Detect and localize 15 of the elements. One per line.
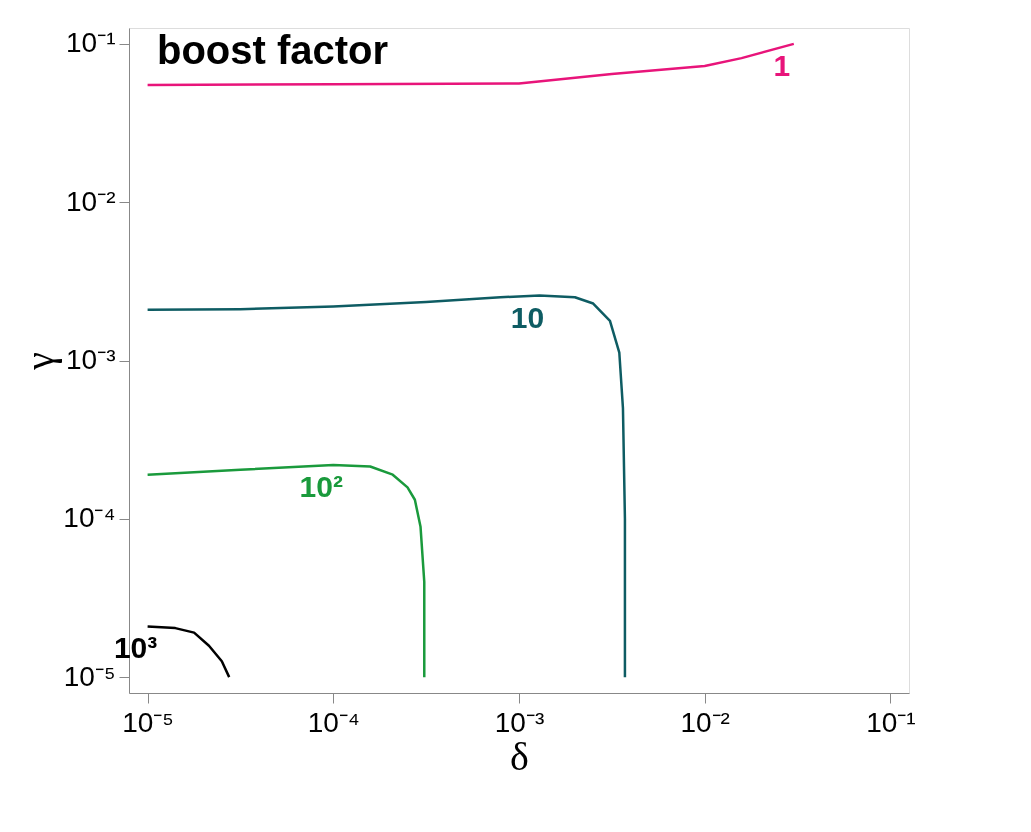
y-tick-label: 10⁻⁴ — [63, 502, 116, 534]
y-tick-label: 10⁻⁵ — [63, 660, 116, 692]
x-tick-label: 10⁻¹ — [866, 706, 916, 738]
y-tick-label: 10⁻² — [66, 185, 116, 217]
series-label: 1 — [773, 48, 791, 82]
series-label: 10 — [510, 300, 545, 334]
y-tick-label: 10⁻³ — [66, 344, 116, 376]
y-tick-label: 10⁻¹ — [66, 27, 116, 59]
chart-title: boost factor — [157, 28, 389, 72]
series-label: 10² — [299, 469, 343, 503]
x-tick-label: 10⁻² — [680, 706, 730, 738]
y-axis-title: γ — [17, 352, 63, 371]
x-tick-label: 10⁻⁴ — [307, 706, 360, 738]
series-label: 10³ — [113, 631, 158, 665]
x-tick-label: 10⁻⁵ — [122, 706, 174, 738]
